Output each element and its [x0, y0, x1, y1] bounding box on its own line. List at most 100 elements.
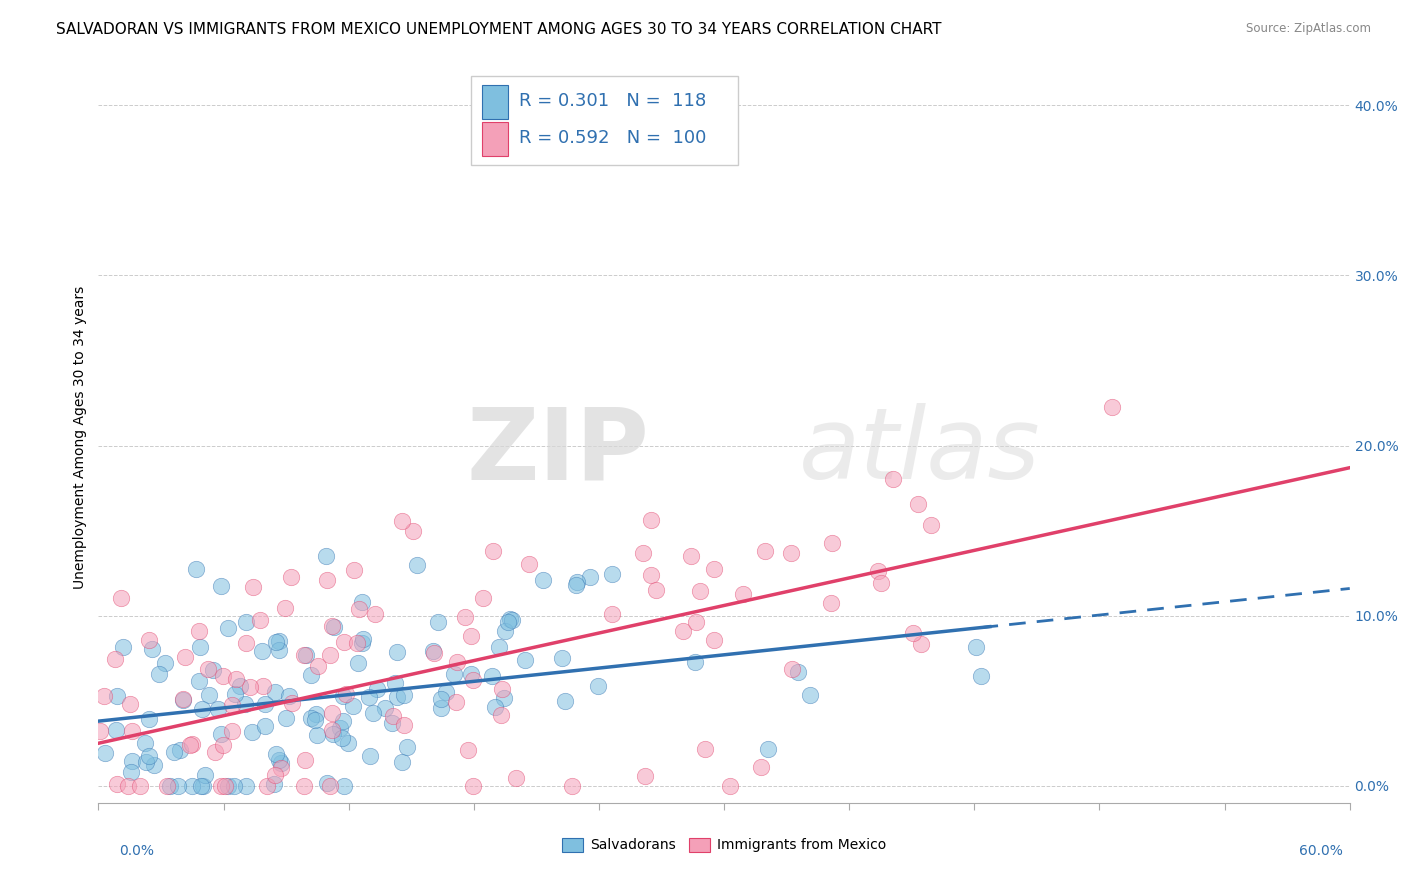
- Point: [187, 624, 209, 638]
- Point: [554, 694, 576, 708]
- Point: [217, 621, 239, 635]
- Point: [350, 635, 373, 649]
- Point: [315, 776, 337, 790]
- Point: [252, 679, 274, 693]
- Point: [294, 753, 316, 767]
- Point: [1101, 400, 1123, 414]
- Point: [299, 667, 322, 681]
- Point: [194, 768, 217, 782]
- Point: [494, 624, 516, 638]
- Point: [93, 689, 115, 703]
- Text: R = 0.592   N =  100: R = 0.592 N = 100: [519, 129, 706, 147]
- Point: [733, 587, 755, 601]
- Point: [179, 738, 201, 752]
- Point: [278, 689, 301, 703]
- Point: [323, 620, 346, 634]
- Point: [270, 756, 292, 770]
- Point: [600, 567, 623, 582]
- Point: [505, 772, 527, 786]
- Point: [402, 524, 425, 538]
- Point: [517, 558, 540, 572]
- Point: [359, 690, 381, 705]
- Point: [105, 777, 128, 791]
- Point: [799, 688, 821, 702]
- Point: [689, 583, 711, 598]
- Point: [156, 779, 179, 793]
- Point: [209, 779, 232, 793]
- Text: Source: ZipAtlas.com: Source: ZipAtlas.com: [1246, 22, 1371, 36]
- Point: [295, 648, 318, 662]
- Point: [679, 549, 702, 563]
- Point: [138, 712, 160, 726]
- Point: [129, 779, 152, 793]
- Point: [347, 602, 370, 616]
- Point: [429, 701, 451, 715]
- Point: [343, 563, 366, 577]
- Point: [882, 472, 904, 486]
- Text: 0.0%: 0.0%: [120, 844, 155, 857]
- Point: [391, 514, 413, 528]
- Point: [240, 725, 263, 739]
- Point: [190, 779, 212, 793]
- Point: [217, 779, 239, 793]
- Point: [391, 755, 413, 769]
- Point: [496, 615, 519, 629]
- Point: [135, 755, 157, 769]
- Point: [820, 596, 842, 610]
- Point: [239, 681, 262, 695]
- Point: [121, 724, 143, 739]
- Point: [322, 726, 344, 740]
- Point: [329, 721, 352, 735]
- Point: [703, 561, 725, 575]
- Point: [209, 579, 232, 593]
- Point: [121, 755, 143, 769]
- Point: [134, 736, 156, 750]
- Point: [423, 646, 446, 660]
- Point: [198, 688, 221, 702]
- Point: [531, 573, 554, 587]
- Point: [321, 723, 343, 737]
- Point: [359, 748, 381, 763]
- Point: [118, 697, 141, 711]
- Point: [426, 615, 449, 630]
- Point: [269, 753, 291, 767]
- Point: [693, 742, 716, 756]
- Point: [197, 662, 219, 676]
- Point: [104, 723, 127, 738]
- Point: [321, 706, 343, 721]
- Point: [148, 667, 170, 681]
- Point: [780, 662, 803, 676]
- Point: [120, 764, 142, 779]
- Point: [105, 689, 128, 703]
- Point: [332, 689, 354, 703]
- Point: [346, 636, 368, 650]
- Point: [281, 697, 304, 711]
- Point: [305, 728, 328, 742]
- Point: [910, 636, 932, 650]
- Point: [315, 549, 337, 563]
- Point: [381, 716, 404, 731]
- Point: [224, 687, 246, 701]
- Point: [316, 573, 339, 587]
- Point: [488, 640, 510, 654]
- Point: [551, 650, 574, 665]
- Point: [385, 690, 408, 704]
- Point: [631, 546, 654, 560]
- Point: [749, 760, 772, 774]
- Point: [269, 633, 291, 648]
- Point: [374, 701, 396, 715]
- Point: [172, 692, 194, 706]
- Point: [444, 695, 467, 709]
- Point: [280, 570, 302, 584]
- Point: [434, 685, 457, 699]
- Point: [460, 629, 482, 643]
- Point: [484, 700, 506, 714]
- Point: [501, 613, 523, 627]
- Point: [460, 667, 482, 681]
- Point: [89, 724, 111, 739]
- Point: [966, 640, 988, 654]
- Point: [565, 577, 588, 591]
- Point: [561, 779, 583, 793]
- Point: [821, 536, 844, 550]
- Point: [457, 743, 479, 757]
